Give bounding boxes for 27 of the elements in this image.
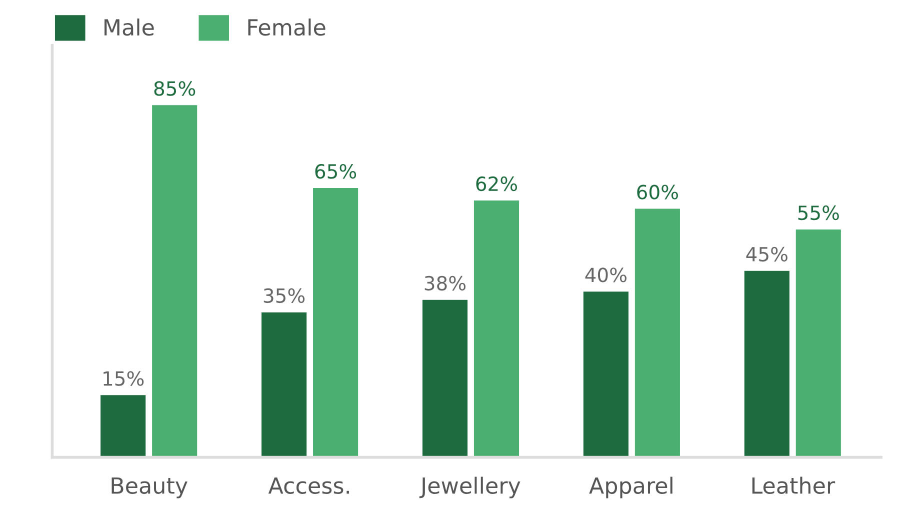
x-tick-label: Beauty bbox=[112, 477, 188, 498]
data-label: 15% bbox=[104, 371, 144, 386]
bar bbox=[744, 270, 790, 458]
data-label: 85% bbox=[154, 81, 196, 96]
bar bbox=[474, 200, 520, 458]
legend-label: Female bbox=[248, 18, 326, 36]
data-label: 65% bbox=[315, 164, 356, 179]
bar bbox=[583, 292, 628, 458]
bar bbox=[313, 188, 358, 458]
data-label: 55% bbox=[798, 205, 839, 220]
data-label: 35% bbox=[264, 288, 305, 303]
data-label: 45% bbox=[746, 246, 788, 262]
data-label: 40% bbox=[585, 268, 626, 282]
bar bbox=[422, 300, 468, 458]
bar bbox=[796, 229, 841, 458]
legend-label: Male bbox=[104, 18, 154, 36]
data-label: 62% bbox=[476, 176, 518, 192]
x-tick-label: Access. bbox=[268, 477, 349, 494]
x-tick-label: Leather bbox=[752, 476, 836, 494]
bar bbox=[152, 105, 198, 458]
bar bbox=[262, 312, 307, 458]
x-tick-label: Jewellery bbox=[419, 476, 520, 498]
data-label: 38% bbox=[424, 276, 466, 291]
data-label: 60% bbox=[637, 184, 678, 200]
bar bbox=[634, 208, 680, 458]
x-tick-label: Apparel bbox=[589, 476, 672, 498]
bar bbox=[100, 395, 146, 458]
